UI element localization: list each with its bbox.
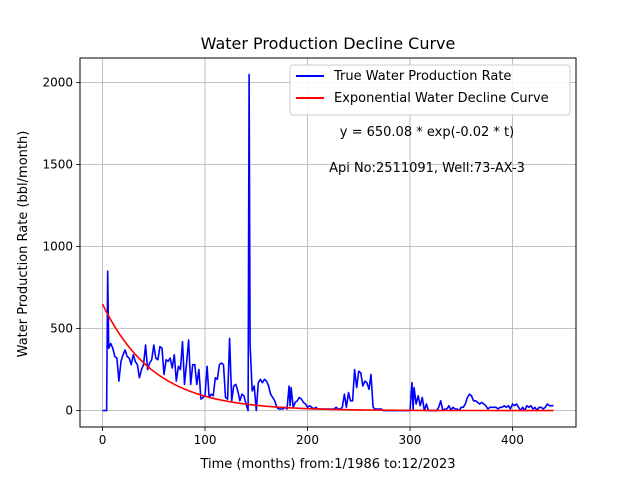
series-line-decline-curve (101, 303, 554, 412)
legend-box (289, 64, 571, 116)
x-tick-label: 400 (501, 433, 524, 447)
x-axis-label: Time (months) from:1/1986 to:12/2023 (199, 457, 455, 472)
chart-title: Water Production Decline Curve (201, 34, 456, 53)
legend-label-true-rate: True Water Production Rate (333, 69, 511, 84)
y-tick-label: 1500 (42, 158, 73, 172)
plot-area-frame (79, 57, 577, 428)
well-annotation: Api No:2511091, Well:73-AX-3 (329, 161, 525, 176)
legend-label-decline-curve: Exponential Water Decline Curve (334, 91, 549, 106)
y-tick-label: 500 (50, 322, 73, 336)
y-tick-label: 2000 (42, 76, 73, 90)
y-tick-label: 1000 (42, 240, 73, 254)
equation-annotation: y = 650.08 * exp(-0.02 * t) (340, 125, 514, 140)
x-tick-label: 200 (296, 433, 319, 447)
legend: True Water Production Rate Exponential W… (289, 64, 571, 116)
x-tick-label: 100 (194, 433, 217, 447)
x-tick-label: 0 (99, 433, 107, 447)
axis-ticks: 0 100 200 300 400 0 500 1000 1500 2000 (42, 76, 523, 447)
y-tick-label: 0 (65, 404, 73, 418)
y-axis-label: Water Production Rate (bbl/month) (16, 131, 31, 358)
series-layer (101, 73, 554, 412)
x-tick-label: 300 (399, 433, 422, 447)
